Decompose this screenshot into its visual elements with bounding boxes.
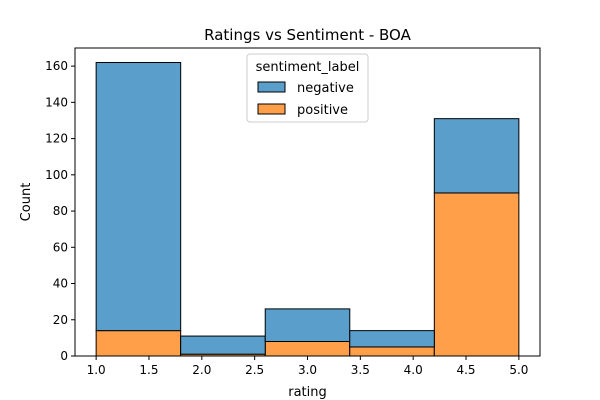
bar-negative-3 [264,308,351,343]
y-tick-label: 0 [60,349,68,363]
bar-positive-1 [95,330,182,357]
y-tick-label: 60 [53,240,68,254]
bar-positive-3 [264,341,351,357]
y-axis-ticks: 0 20 40 60 80 100 120 140 160 [45,59,75,363]
y-axis-label: Count [19,183,34,222]
legend-swatch-positive [257,103,286,115]
x-tick-label: 4.0 [404,363,423,377]
x-tick-label: 2.0 [192,363,211,377]
y-tick-label: 40 [53,277,68,291]
y-tick-label: 20 [53,313,68,327]
chart-title: Ratings vs Sentiment - BOA [204,26,411,44]
y-tick-label: 120 [45,132,68,146]
bar-negative-5 [433,118,520,194]
bar-negative-2 [180,335,266,355]
bar-negative-4 [349,330,435,348]
legend-swatch-negative [257,81,286,93]
x-tick-label: 5.0 [509,363,528,377]
legend: sentiment_label negative positive [246,53,369,123]
y-tick-label: 100 [45,168,68,182]
x-tick-label: 3.5 [351,363,370,377]
bar-positive-5 [433,192,520,357]
x-axis-label: rating [288,385,327,400]
x-tick-label: 2.5 [245,363,264,377]
y-tick-label: 140 [45,95,68,109]
bar-positive-4 [349,346,435,357]
x-tick-label: 3.0 [298,363,317,377]
x-tick-label: 1.5 [139,363,158,377]
bar-negative-1 [95,61,182,332]
legend-label-positive: positive [297,103,348,118]
y-tick-label: 160 [45,59,68,73]
bars-layer [95,61,520,357]
legend-label-negative: negative [297,81,354,96]
x-tick-label: 4.5 [456,363,475,377]
x-tick-label: 1.0 [87,363,106,377]
y-tick-label: 80 [53,204,68,218]
x-axis-ticks: 1.0 1.5 2.0 2.5 3.0 3.5 4.0 4.5 5.0 [87,356,528,377]
legend-title: sentiment_label [256,60,360,75]
plot-frame [74,47,541,357]
